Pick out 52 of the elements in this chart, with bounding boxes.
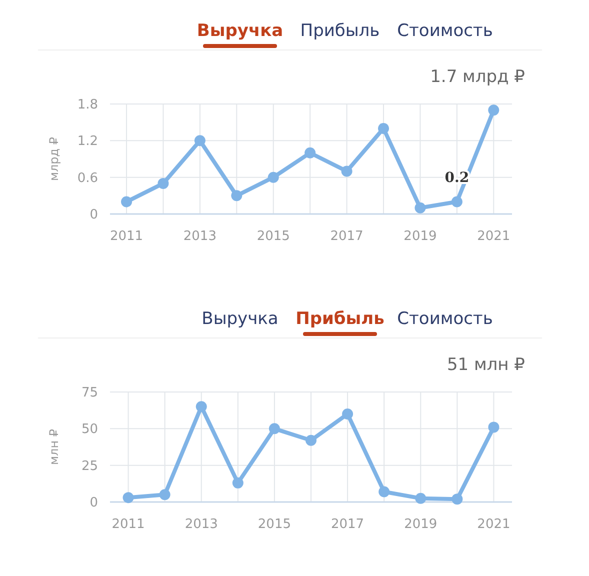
- chart-title: Прибыль: [296, 309, 384, 329]
- x-tick-label: 2013: [183, 229, 216, 244]
- y-axis-title: млн ₽: [47, 428, 61, 466]
- point: [306, 434, 316, 446]
- x-tick-label: 2015: [256, 229, 290, 244]
- y-tick-label: 1.8: [77, 98, 98, 113]
- point: [158, 178, 169, 189]
- point: [196, 401, 207, 412]
- y-tick-label: 0: [90, 496, 98, 511]
- point: [232, 477, 244, 488]
- y-axis-title: млрд ₽: [47, 136, 61, 182]
- text: Прибыль: [300, 21, 380, 41]
- y-tick-label: 75: [81, 386, 98, 401]
- chart-subtitle: 1.7 млрд ₽: [430, 67, 526, 87]
- y-tick-label: 0: [90, 208, 98, 223]
- point: [341, 166, 352, 177]
- point: [415, 492, 426, 504]
- point: [121, 196, 132, 208]
- y-tick-label: 1.2: [77, 134, 98, 150]
- x-tick-label: 2011: [112, 517, 145, 532]
- x-tick-label: 2017: [331, 517, 364, 532]
- point: [342, 408, 354, 420]
- text: Выручка: [202, 309, 278, 329]
- y-tick-label: 50: [81, 422, 98, 438]
- point: [231, 190, 242, 202]
- point: [488, 104, 500, 116]
- point: [122, 492, 134, 504]
- point: [452, 494, 463, 505]
- x-tick-label: 2021: [477, 517, 510, 532]
- y-tick-label: 0.6: [77, 170, 98, 186]
- chart-subtitle: 51 млн ₽: [446, 355, 526, 375]
- point: [268, 172, 279, 183]
- x-tick-label: 2013: [184, 517, 218, 532]
- x-tick-label: 2021: [477, 229, 510, 244]
- point: [378, 486, 390, 498]
- text: Стоимость: [397, 21, 493, 41]
- x-tick-label: 2015: [258, 517, 291, 532]
- point: [159, 489, 170, 500]
- point: [451, 196, 462, 208]
- point: [414, 202, 426, 214]
- point: [268, 423, 280, 434]
- text: Стоимость: [397, 309, 493, 329]
- point: [304, 147, 316, 158]
- chart-title: Выручка: [196, 21, 284, 41]
- y-tick-label: 25: [81, 458, 98, 474]
- point: [378, 122, 390, 134]
- x-tick-label: 2019: [404, 229, 437, 244]
- point: [194, 135, 206, 146]
- x-tick-label: 2011: [110, 229, 144, 244]
- x-tick-label: 2017: [330, 229, 364, 244]
- point: [488, 422, 500, 433]
- x-tick-label: 2019: [404, 517, 438, 532]
